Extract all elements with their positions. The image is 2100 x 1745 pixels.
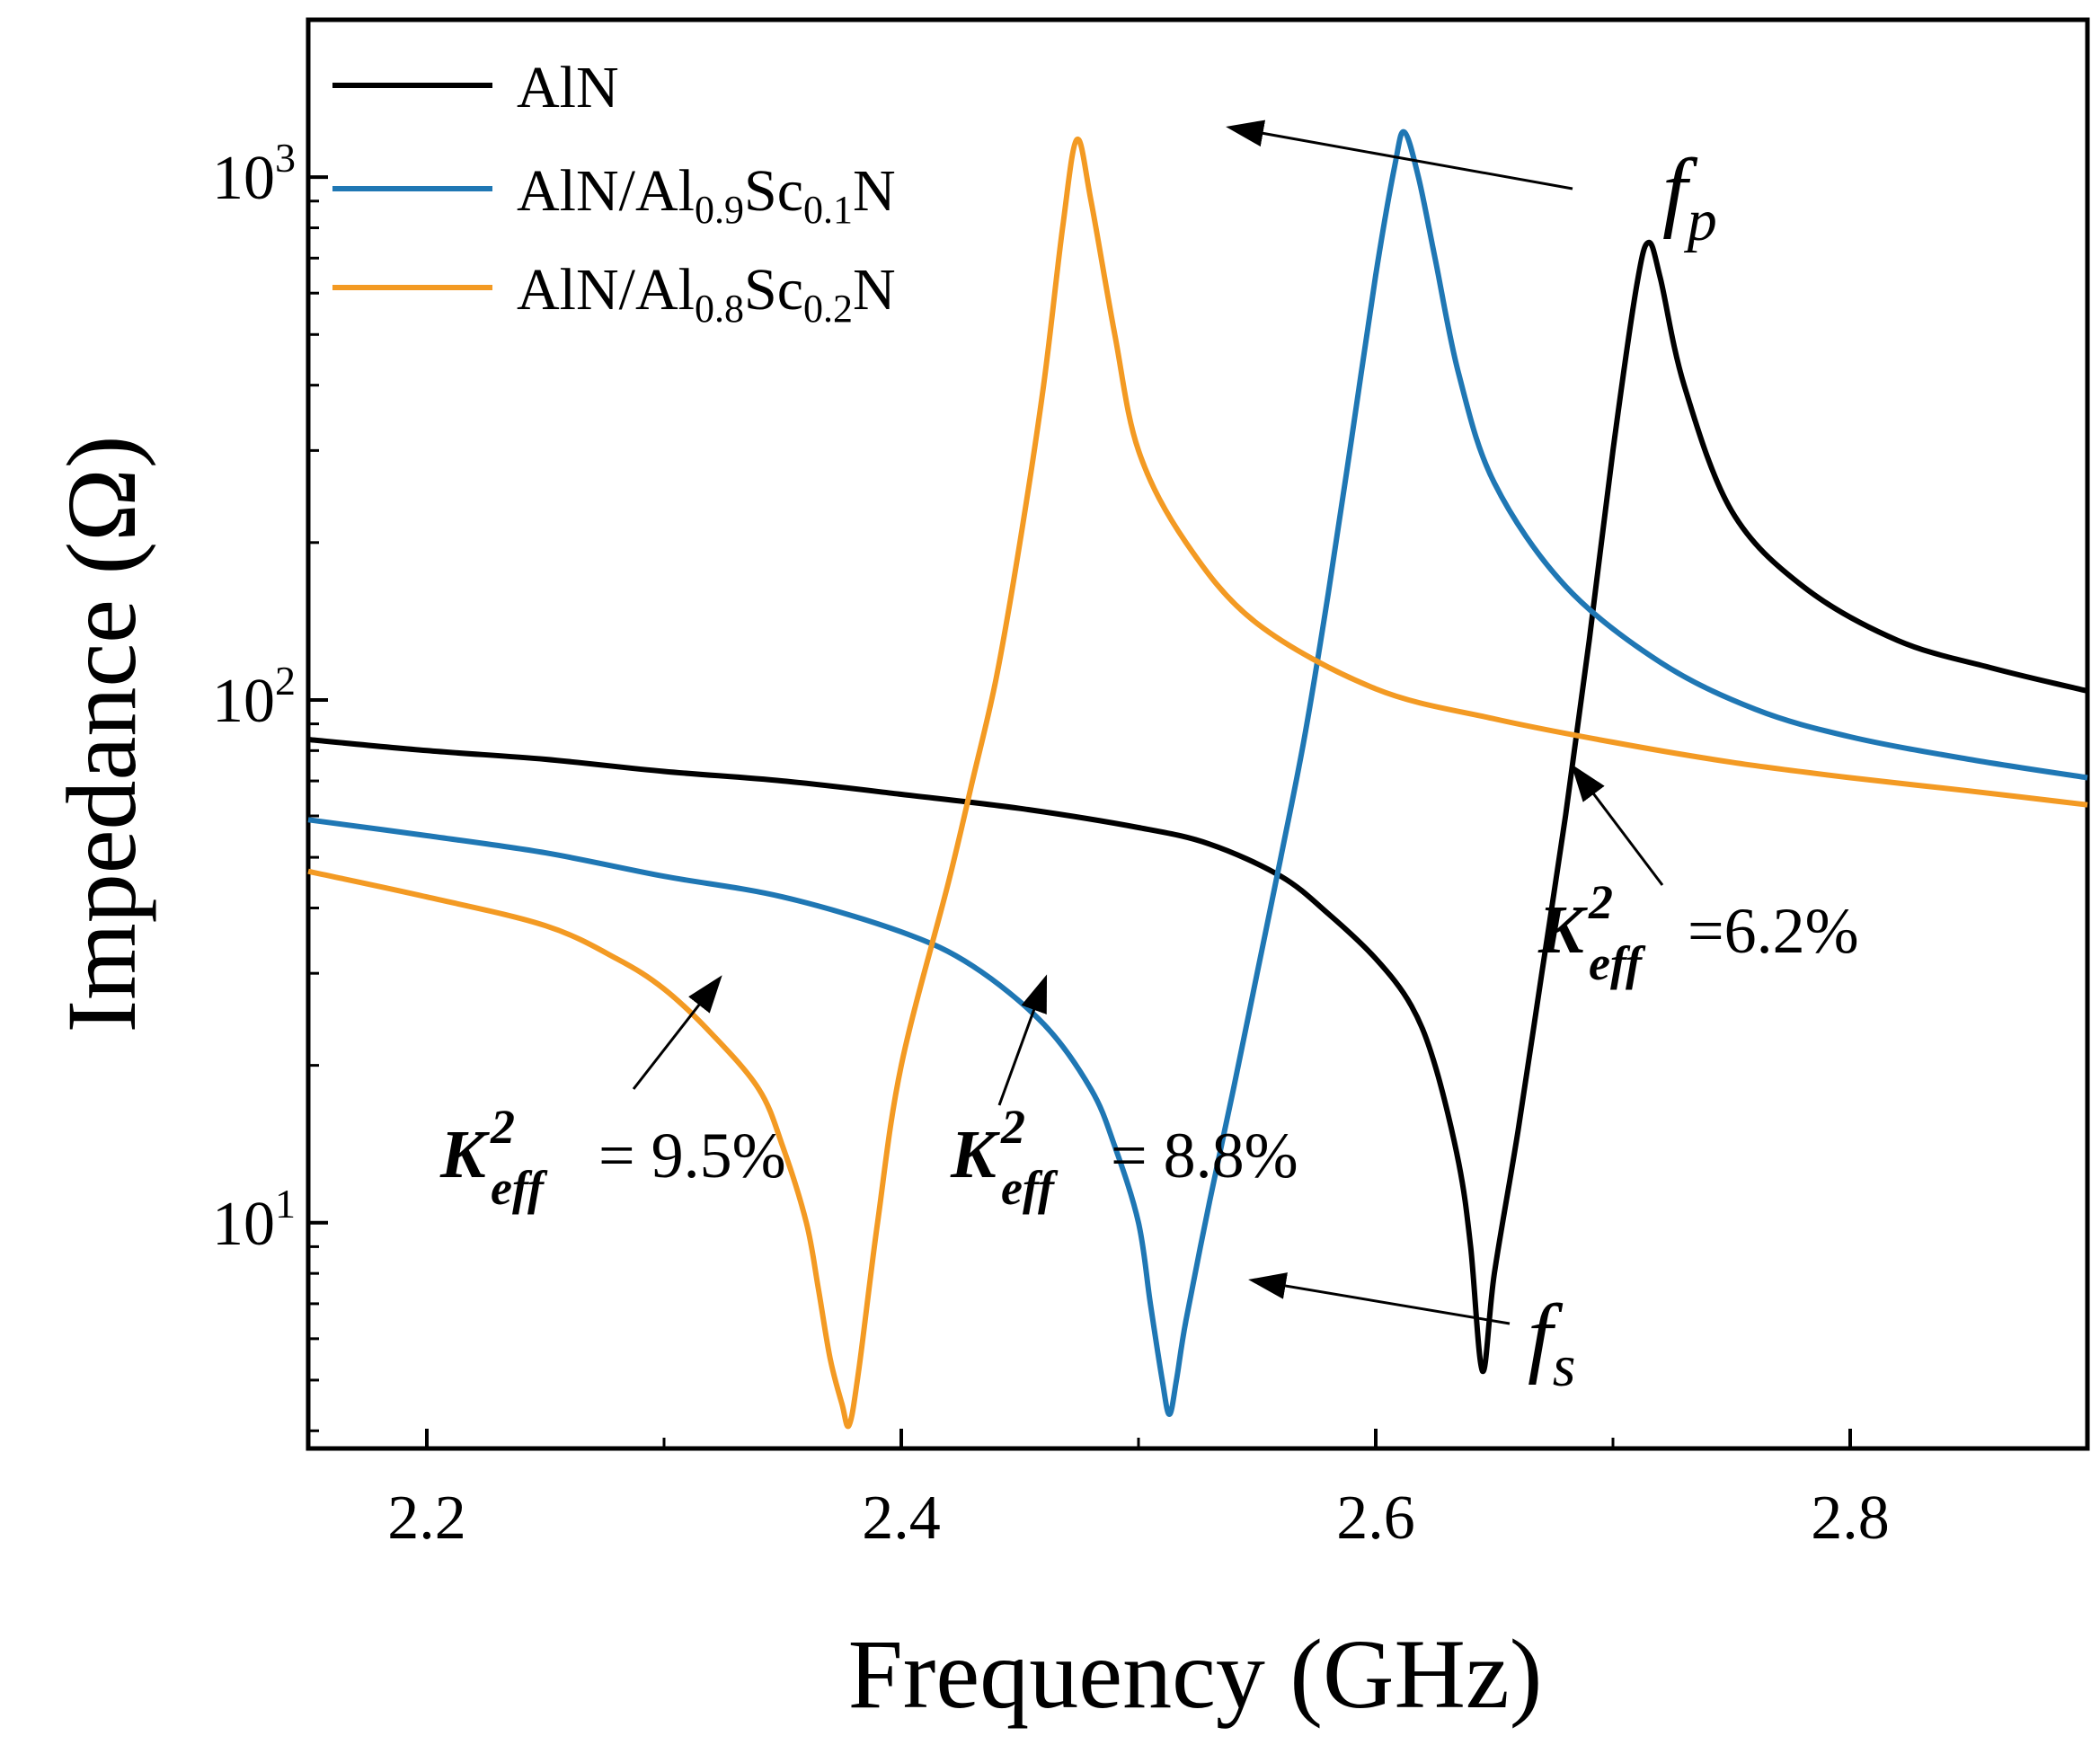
y-tick-base: 10 (212, 1190, 275, 1259)
series-group (307, 128, 2088, 1430)
legend-subscript: 0.2 (803, 287, 853, 331)
y-tick-exp: 1 (275, 1181, 296, 1227)
y-tick-base: 10 (212, 667, 275, 736)
fs-arrow (1248, 1272, 1511, 1325)
y-tick-label: 101 (212, 1181, 296, 1259)
legend-text-part: Sc (744, 158, 803, 224)
legend-label-3: AlN/Al0.8Sc0.2N (517, 257, 896, 331)
x-tick-label: 2.8 (1811, 1484, 1890, 1553)
x-tick-label: 2.4 (862, 1484, 941, 1553)
y-tick-label: 102 (212, 658, 296, 736)
series-line-3 (307, 137, 2088, 1430)
y-tick-label: 103 (212, 135, 296, 213)
legend-subscript: 0.9 (695, 188, 744, 232)
fp-sub: p (1684, 188, 1717, 253)
legend-text-part: AlN/Al (517, 158, 695, 224)
k-orange-value: = 9.5% (598, 1120, 786, 1191)
k-orange-k: K (439, 1117, 490, 1192)
axis-ticks (308, 18, 1852, 1448)
k-black-arrow (1571, 764, 1664, 886)
x-tick-label: 2.6 (1336, 1484, 1415, 1553)
legend-text-part: AlN (517, 55, 619, 120)
k-black-value: =6.2% (1688, 895, 1859, 967)
y-axis-title: Impedance (Ω) (47, 436, 156, 1033)
fp-label: fp (1662, 140, 1717, 253)
k-orange-sub: eff (491, 1161, 548, 1215)
k-blue-k: K (950, 1117, 1000, 1192)
x-axis-title: Frequency (GHz) (848, 1619, 1543, 1729)
series-line-1 (307, 239, 2088, 1375)
legend-subscript: 0.8 (695, 287, 744, 331)
k-orange-arrow (632, 975, 722, 1090)
legend-subscript: 0.1 (803, 188, 853, 232)
legend-text-part: N (853, 158, 896, 224)
plot-frame (306, 17, 2090, 1451)
legend-text-part: Sc (744, 257, 803, 323)
legend-label-1: AlN (517, 55, 619, 120)
fp-arrow (1226, 120, 1573, 190)
k-orange-annotation: K 2 eff = 9.5% (439, 1100, 786, 1215)
legend-text-part: N (853, 257, 896, 323)
y-tick-base: 10 (212, 144, 275, 213)
k-blue-value: = 8.8% (1111, 1120, 1298, 1191)
k-black-annotation: K 2 eff =6.2% (1537, 875, 1859, 990)
k-black-k: K (1537, 892, 1588, 968)
y-tick-exp: 2 (275, 658, 296, 704)
k-blue-annotation: K 2 eff = 8.8% (950, 1100, 1298, 1215)
y-tick-exp: 3 (275, 135, 296, 181)
k-black-sup: 2 (1588, 875, 1613, 929)
legend-text-part: AlN/Al (517, 257, 695, 323)
k-orange-sup: 2 (490, 1100, 515, 1154)
k-blue-sup: 2 (1000, 1100, 1025, 1154)
k-black-sub: eff (1589, 936, 1646, 990)
fs-label: fs (1528, 1286, 1575, 1399)
k-blue-arrow (997, 974, 1048, 1106)
series-line-2 (307, 128, 2088, 1417)
x-tick-label: 2.2 (387, 1484, 466, 1553)
legend-label-2: AlN/Al0.9Sc0.1N (517, 158, 896, 232)
k-blue-sub: eff (1001, 1161, 1059, 1215)
fs-sub: s (1553, 1333, 1576, 1399)
